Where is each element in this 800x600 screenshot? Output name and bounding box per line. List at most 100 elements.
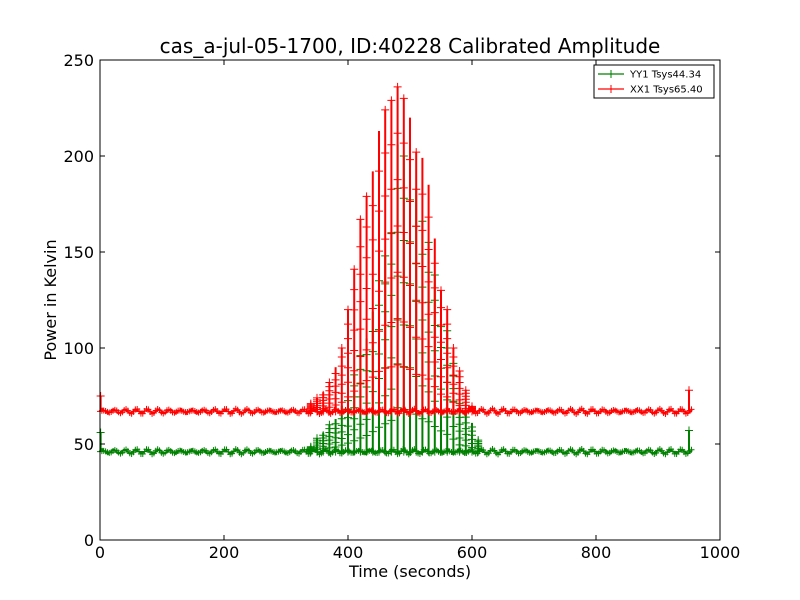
- edge-spike-marker: [96, 428, 105, 437]
- spike-marker: [344, 439, 352, 448]
- spike-marker: [356, 352, 365, 361]
- spike-marker: [443, 392, 452, 401]
- spike-marker: [406, 323, 414, 332]
- spike-marker: [381, 321, 390, 330]
- spike-marker: [387, 229, 396, 238]
- spike-marker: [443, 334, 452, 343]
- spike-marker: [350, 436, 359, 445]
- spike-marker: [437, 426, 445, 435]
- spike-marker: [393, 361, 402, 370]
- y-tick-label: 250: [63, 51, 94, 70]
- spike-marker: [381, 419, 390, 428]
- y-axis-label: Power in Kelvin: [41, 239, 60, 360]
- spike-marker: [393, 129, 402, 138]
- spike-marker: [399, 183, 408, 192]
- spike-marker: [474, 436, 483, 445]
- legend-box: [593, 64, 715, 99]
- spike-marker: [430, 422, 439, 431]
- spike-marker: [406, 155, 414, 164]
- spike-marker: [424, 213, 433, 222]
- spike-marker: [350, 326, 359, 335]
- spike-marker: [424, 342, 433, 351]
- spike-marker: [337, 362, 346, 371]
- spike-marker: [368, 235, 377, 244]
- spike-marker: [350, 425, 359, 434]
- spike-marker: [468, 422, 476, 431]
- spike-marker: [430, 333, 439, 342]
- spike-marker: [337, 398, 346, 407]
- spike-marker: [337, 380, 346, 389]
- spike-marker: [368, 373, 377, 382]
- spike-marker: [344, 392, 352, 401]
- spike-marker: [362, 284, 371, 293]
- spike-marker: [375, 207, 383, 216]
- spike-marker: [437, 303, 445, 312]
- spike-marker: [368, 427, 377, 436]
- spike-marker: [412, 259, 421, 268]
- spike-marker: [368, 304, 377, 313]
- spike-marker: [362, 345, 371, 354]
- spike-marker: [449, 398, 458, 407]
- spike-marker: [387, 362, 396, 371]
- spike-marker: [362, 315, 371, 324]
- spike-marker: [406, 239, 414, 248]
- spike-marker: [443, 305, 452, 314]
- spike-marker: [399, 273, 408, 282]
- spike-marker: [412, 296, 421, 305]
- spike-marker: [368, 201, 377, 210]
- spike-marker: [375, 423, 383, 432]
- spike-marker: [356, 420, 365, 429]
- legend-label: XX1 Tsys65.40: [630, 85, 703, 96]
- spike-marker: [356, 215, 365, 224]
- legend: YY1 Tsys44.34 XX1 Tsys65.40: [593, 64, 715, 99]
- spike-marker: [449, 353, 458, 362]
- spike-marker: [443, 378, 452, 387]
- edge-spike-marker: [96, 392, 105, 400]
- spike-marker: [424, 277, 433, 286]
- spike-marker: [381, 235, 390, 244]
- y-tick-label: 200: [63, 147, 94, 166]
- spike-marker: [455, 367, 464, 376]
- spike-marker: [449, 344, 458, 352]
- spike-marker: [437, 338, 445, 347]
- spike-marker: [319, 431, 328, 440]
- y-tick-label: 150: [63, 243, 94, 262]
- spike-marker: [406, 197, 414, 206]
- x-axis: 0 200 400 600 800 1000: [95, 60, 740, 562]
- spike-marker: [455, 427, 464, 436]
- spike-marker: [362, 253, 371, 262]
- spike-marker: [449, 380, 458, 389]
- spike-marker: [331, 369, 340, 378]
- spike-marker: [455, 440, 464, 449]
- y-tick-label: 100: [63, 339, 94, 358]
- x-tick-label: 200: [209, 543, 240, 562]
- spike-marker: [375, 167, 383, 176]
- spike-marker: [387, 318, 396, 327]
- spike-marker: [424, 310, 433, 319]
- spike-marker: [325, 378, 334, 387]
- spike-marker: [375, 367, 383, 376]
- spike-marker: [412, 222, 421, 231]
- spike-marker: [356, 325, 365, 334]
- spike-marker: [399, 317, 408, 326]
- spike-marker: [344, 334, 352, 343]
- spike-marker: [381, 278, 390, 287]
- spike-marker: [393, 175, 402, 184]
- spike-marker: [412, 148, 421, 157]
- spike-marker: [424, 245, 433, 254]
- spike-marker: [350, 414, 359, 423]
- spike-marker: [344, 349, 352, 358]
- x-tick-label: 1000: [700, 543, 741, 562]
- edge-spike-marker: [685, 386, 693, 395]
- spike-marker: [437, 355, 445, 364]
- spike-marker: [387, 185, 396, 194]
- spike-marker: [362, 415, 371, 424]
- spike-marker: [449, 435, 458, 444]
- spike-marker: [375, 247, 383, 256]
- spike-marker: [430, 283, 439, 292]
- spike-marker: [362, 431, 371, 440]
- spike-marker: [443, 349, 452, 358]
- spike-marker: [356, 379, 365, 388]
- spike-marker: [455, 420, 464, 429]
